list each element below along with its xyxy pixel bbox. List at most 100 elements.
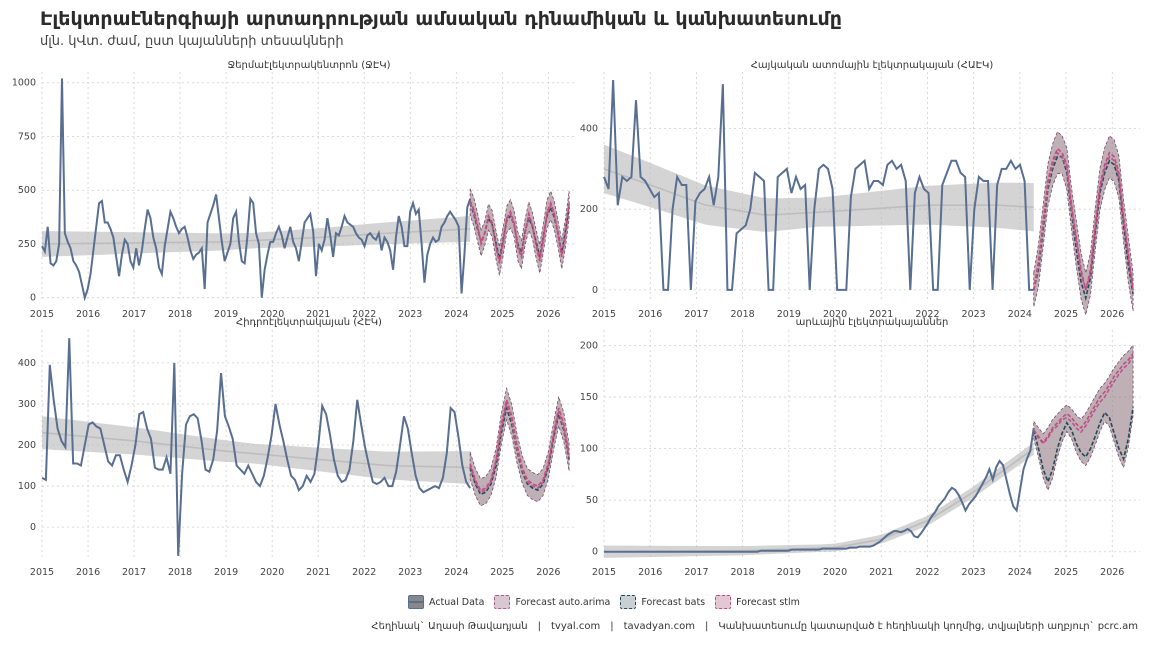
panel-1: 0 200 400 2015 2016 2017 2018 2019 2020 2021 2022 2… xyxy=(580,60,1140,320)
x-tick-label: 2026 xyxy=(1100,309,1124,320)
forecast-band xyxy=(1033,131,1134,317)
x-tick-label: 2021 xyxy=(869,567,893,578)
y-tick-label: 100 xyxy=(18,481,36,492)
y-tick-label: 400 xyxy=(18,358,36,369)
x-tick-label: 2026 xyxy=(1100,567,1124,578)
x-tick-label: 2017 xyxy=(122,567,146,578)
legend-item-arima: Forecast auto.arima xyxy=(494,595,610,609)
x-tick-label: 2021 xyxy=(306,309,330,320)
x-tick-label: 2026 xyxy=(536,567,560,578)
legend-key-bats xyxy=(620,595,637,609)
x-tick-label: 2025 xyxy=(490,567,514,578)
legend-label-stlm: Forecast stlm xyxy=(736,596,800,608)
x-tick-label: 2025 xyxy=(1054,567,1078,578)
legend-label-bats: Forecast bats xyxy=(641,596,706,608)
x-tick-label: 2016 xyxy=(76,309,100,320)
legend-key-actual xyxy=(408,595,424,609)
trend-line xyxy=(41,431,471,469)
page-subtitle: մլն. կՎտ. ժամ, ըստ կայանների տեսակների xyxy=(40,34,344,49)
y-tick-label: 0 xyxy=(592,285,598,296)
actual-line xyxy=(603,80,1034,291)
y-tick-label: 250 xyxy=(18,239,36,250)
caption-author: Հեղինակ` Աղասի Թավադյան xyxy=(371,621,528,632)
trend-band xyxy=(604,442,1034,558)
caption: Հեղինակ` Աղասի Թավադյան | tvyal.com | ta… xyxy=(371,621,1138,632)
x-tick-label: 2022 xyxy=(352,309,376,320)
legend-item-actual: Actual Data xyxy=(408,595,484,609)
caption-sep-1: | xyxy=(537,621,541,632)
y-tick-label: 300 xyxy=(18,399,36,410)
y-tick-label: 500 xyxy=(18,185,36,196)
y-tick-label: 200 xyxy=(580,204,598,215)
actual-line xyxy=(604,427,1035,553)
actual-line xyxy=(41,78,472,302)
x-tick-label: 2018 xyxy=(168,309,192,320)
caption-sep-3: | xyxy=(704,621,709,632)
x-tick-label: 2017 xyxy=(684,309,708,320)
actual-line xyxy=(41,338,471,556)
y-tick-label: 200 xyxy=(18,440,36,451)
x-tick-label: 2024 xyxy=(444,567,468,578)
x-tick-label: 2016 xyxy=(638,309,662,320)
panel-title: արևային էլեկտրակայաններ xyxy=(796,317,949,328)
x-tick-label: 2024 xyxy=(1008,567,1032,578)
x-tick-label: 2015 xyxy=(30,567,54,578)
x-tick-label: 2019 xyxy=(777,567,801,578)
y-tick-label: 0 xyxy=(30,522,36,533)
forecast-band xyxy=(1033,343,1134,492)
x-tick-label: 2022 xyxy=(915,567,939,578)
trend-band xyxy=(604,144,1034,232)
panel-title: Ջերմաէլեկտրակենտրոն (ՋԷԿ) xyxy=(228,60,391,71)
panel-title: Հիդրոէլեկտրակայան (ՀԷԿ) xyxy=(236,317,382,328)
legend-item-bats: Forecast bats xyxy=(620,595,705,609)
panel-0: 0 250 500 750 1000 2015 2016 2017 2018 2019 2020 20… xyxy=(12,60,576,320)
x-tick-label: 2025 xyxy=(1054,309,1078,320)
legend-item-stlm: Forecast stlm xyxy=(715,595,800,609)
legend: Actual Data Forecast auto.arima Forecast… xyxy=(408,595,800,609)
caption-site2: tavadyan.com xyxy=(623,621,695,632)
x-tick-label: 2023 xyxy=(398,309,422,320)
x-tick-label: 2019 xyxy=(214,567,238,578)
y-tick-label: 50 xyxy=(586,495,598,506)
x-tick-label: 2023 xyxy=(398,567,422,578)
forecast-line-stlm xyxy=(1032,147,1134,291)
x-tick-label: 2018 xyxy=(731,309,755,320)
forecast-line-bats xyxy=(1032,155,1134,302)
legend-label-actual: Actual Data xyxy=(429,596,485,608)
x-tick-label: 2015 xyxy=(30,309,54,320)
legend-key-stlm xyxy=(715,595,732,609)
panel-3: 0 50 100 150 200 2015 2016 2017 2018 2019 2020 2021… xyxy=(580,317,1140,578)
x-tick-label: 2016 xyxy=(638,567,662,578)
x-tick-label: 2017 xyxy=(122,309,146,320)
forecast-line-bats xyxy=(1032,407,1134,484)
x-tick-label: 2025 xyxy=(490,309,514,320)
forecast-line-stlm xyxy=(1033,353,1134,444)
caption-note: Կանխատեսումը կատարված է հեղինակի կողմից,… xyxy=(718,621,1138,632)
legend-label-arima: Forecast auto.arima xyxy=(515,596,611,608)
caption-site1: tvyal.com xyxy=(551,621,601,632)
x-tick-label: 2022 xyxy=(915,309,939,320)
x-tick-label: 2018 xyxy=(168,567,192,578)
x-tick-label: 2015 xyxy=(592,567,616,578)
x-tick-label: 2015 xyxy=(592,309,616,320)
y-tick-label: 200 xyxy=(580,340,598,351)
x-tick-label: 2024 xyxy=(444,309,468,320)
page-title: Էլեկտրաէներգիայի արտադրության ամսական դի… xyxy=(40,8,842,30)
legend-key-arima xyxy=(494,595,511,609)
x-tick-label: 2023 xyxy=(962,567,986,578)
y-tick-label: 400 xyxy=(580,123,598,134)
panel-2: 0 100 200 300 400 2015 2016 2017 2018 2019 2020 202… xyxy=(18,317,576,578)
caption-sep-2: | xyxy=(610,621,614,632)
y-tick-label: 150 xyxy=(580,392,598,403)
x-tick-label: 2017 xyxy=(684,567,708,578)
x-tick-label: 2021 xyxy=(869,309,893,320)
y-tick-label: 0 xyxy=(592,547,598,558)
y-tick-label: 1000 xyxy=(12,78,36,89)
x-tick-label: 2018 xyxy=(731,567,755,578)
panel-title: Հայկական ատոմային էլեկտրակայան (ՀԱԷԿ) xyxy=(751,60,994,71)
forecast-band xyxy=(469,188,570,276)
y-tick-label: 100 xyxy=(580,444,598,455)
x-tick-label: 2020 xyxy=(823,309,847,320)
x-tick-label: 2019 xyxy=(777,309,801,320)
